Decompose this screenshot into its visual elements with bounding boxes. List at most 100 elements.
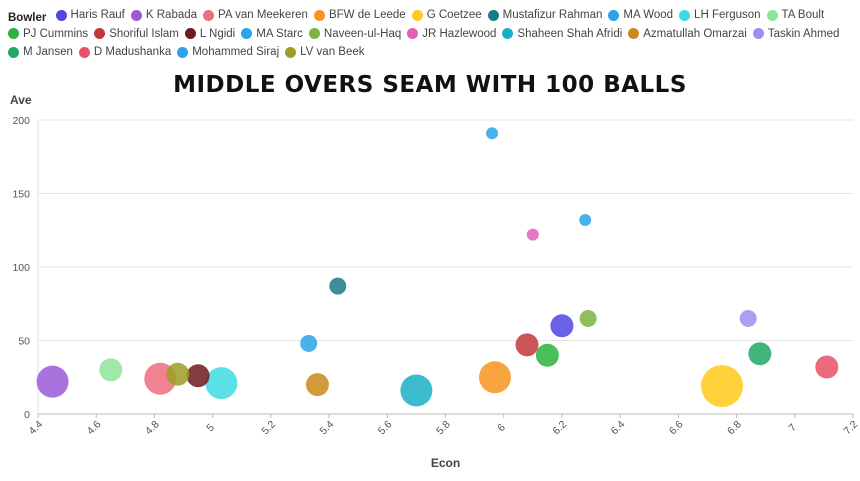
data-point-shoriful-islam <box>515 333 539 357</box>
legend-item[interactable]: Taskin Ahmed <box>752 26 840 42</box>
x-tick-label: 6.6 <box>667 418 686 437</box>
legend-label: Azmatullah Omarzai <box>643 27 747 40</box>
y-tick-label: 0 <box>24 409 30 421</box>
legend-swatch <box>679 9 691 21</box>
legend-item[interactable]: JR Hazlewood <box>407 26 496 42</box>
legend-label: Haris Rauf <box>70 9 125 21</box>
legend-item[interactable]: K Rabada <box>130 7 198 23</box>
legend-swatch <box>628 28 640 39</box>
data-point-d-madushanka <box>815 355 839 379</box>
x-tick-label: 7.2 <box>841 418 860 437</box>
data-point-ma-starc <box>300 334 318 352</box>
data-point-ma-wood <box>486 127 499 140</box>
legend-item[interactable]: L Ngidi <box>184 26 236 42</box>
legend-item[interactable]: LH Ferguson <box>679 7 761 23</box>
data-point-k-rabada <box>36 365 69 398</box>
legend-item[interactable]: Mustafizur Rahman <box>487 7 603 23</box>
y-tick-label: 100 <box>12 262 30 274</box>
legend-label: Shaheen Shah Afridi <box>517 27 623 40</box>
legend-swatch <box>502 28 514 39</box>
legend-item[interactable]: PJ Cummins <box>8 26 88 42</box>
legend-item[interactable]: Haris Rauf <box>55 7 125 23</box>
legend-item[interactable]: Mohammed Siraj <box>177 44 279 60</box>
legend-label: L Ngidi <box>199 27 236 40</box>
legend-item[interactable]: LV van Beek <box>285 44 365 60</box>
legend-label: MA Starc <box>256 27 303 40</box>
legend-item[interactable]: MA Starc <box>241 26 303 42</box>
legend-swatch <box>203 9 215 21</box>
legend-item[interactable]: BFW de Leede <box>313 7 406 23</box>
data-point-ta-boult <box>99 358 123 382</box>
x-tick-label: 5.4 <box>318 418 337 437</box>
legend-item[interactable]: PA van Meekeren <box>203 7 308 23</box>
legend-label: Mustafizur Rahman <box>502 9 603 21</box>
x-tick-label: 4.8 <box>143 418 162 437</box>
legend-item[interactable]: G Coetzee <box>411 7 482 23</box>
data-point-l-ngidi <box>186 364 210 388</box>
legend: Bowler Haris Rauf K Rabada PA van Meekeren… <box>8 7 858 63</box>
data-point-naveen-ul-haq <box>579 309 597 327</box>
legend-item[interactable]: Naveen-ul-Haq <box>308 26 402 42</box>
legend-swatch <box>411 9 423 21</box>
legend-label: M Jansen <box>23 46 73 58</box>
legend-swatch <box>752 28 764 39</box>
data-point-shaheen-shah-afridi <box>400 374 433 407</box>
legend-item[interactable]: Shoriful Islam <box>94 26 179 42</box>
x-tick-label: 7 <box>786 421 799 434</box>
legend-swatch <box>313 9 325 21</box>
legend-label: BFW de Leede <box>328 9 406 21</box>
legend-label: MA Wood <box>623 9 674 21</box>
x-tick-label: 6.2 <box>550 418 569 437</box>
legend-swatch <box>130 9 142 21</box>
legend-item[interactable]: MA Wood <box>608 7 673 23</box>
data-points <box>36 127 839 408</box>
data-point-bfw-de-leede <box>478 361 511 394</box>
legend-label: Taskin Ahmed <box>767 27 840 40</box>
legend-label: LV van Beek <box>300 46 365 58</box>
y-tick-label: 150 <box>12 189 30 201</box>
legend-swatch <box>78 46 90 58</box>
legend-swatch <box>766 9 778 21</box>
data-point-mustafizur-rahman <box>329 277 347 295</box>
x-axis-label: Econ <box>431 456 460 470</box>
data-point-g-coetzee <box>701 365 744 408</box>
y-tick-label: 50 <box>18 336 30 348</box>
legend-title: Bowler <box>8 11 47 24</box>
chart-title: MIDDLE OVERS SEAM WITH 100 BALLS <box>173 72 687 98</box>
data-point-taskin-ahmed <box>739 309 757 327</box>
legend-swatch <box>285 46 297 58</box>
legend-swatch <box>487 9 499 21</box>
legend-label: TA Boult <box>781 9 825 21</box>
legend-label: K Rabada <box>145 9 198 21</box>
legend-item[interactable]: Azmatullah Omarzai <box>628 26 747 42</box>
data-point-lv-van-beek <box>166 362 190 386</box>
legend-label: Naveen-ul-Haq <box>323 27 402 40</box>
x-tick-label: 4.4 <box>26 418 45 437</box>
data-point-pj-cummins <box>535 343 559 367</box>
legend-item[interactable]: M Jansen <box>8 44 73 60</box>
legend-swatch <box>241 28 253 39</box>
legend-label: JR Hazlewood <box>422 27 497 40</box>
data-point-m-jansen <box>748 342 772 366</box>
legend-label: Shoriful Islam <box>109 27 179 40</box>
legend-swatch <box>55 9 67 21</box>
legend-label: PJ Cummins <box>23 27 89 40</box>
legend-item[interactable]: TA Boult <box>766 7 825 23</box>
y-tick-label: 200 <box>12 115 30 127</box>
legend-item[interactable]: D Madushanka <box>78 44 172 60</box>
legend-swatch <box>177 46 189 58</box>
x-tick-label: 6.8 <box>725 418 744 437</box>
x-tick-label: 6 <box>495 421 508 434</box>
legend-swatch <box>308 28 320 39</box>
legend-swatch <box>407 28 419 39</box>
y-axis-label: Ave <box>10 93 32 107</box>
legend-swatch <box>8 46 19 58</box>
legend-label: D Madushanka <box>93 46 172 58</box>
legend-swatch <box>94 28 106 39</box>
x-tick-label: 5.6 <box>376 418 395 437</box>
legend-swatch <box>608 9 620 21</box>
data-point-haris-rauf <box>550 314 574 338</box>
legend-item[interactable]: Shaheen Shah Afridi <box>502 26 622 42</box>
legend-swatch <box>184 28 196 39</box>
